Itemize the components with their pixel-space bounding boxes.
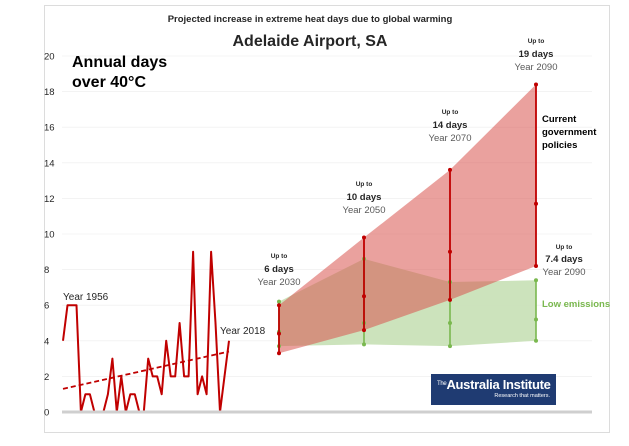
current-policies-point xyxy=(362,294,366,299)
y-tick-label: 14 xyxy=(44,158,55,169)
annotation-2050-year: Year 2050 xyxy=(343,205,386,216)
annotation-2070-days: 14 days xyxy=(433,120,468,131)
y-tick-label: 4 xyxy=(44,336,49,347)
annotation-2070: Up to 14 days Year 2070 xyxy=(429,109,472,144)
current-policies-point xyxy=(277,331,281,336)
annotation-2030-upto: Up to xyxy=(271,253,288,260)
logo-wordmark: TheAustralia Institute xyxy=(437,377,551,392)
australia-institute-logo: TheAustralia Institute Research that mat… xyxy=(431,374,556,405)
projection-bands xyxy=(279,84,536,354)
logo-name: Australia Institute xyxy=(446,377,551,392)
legend-current-policies-line3: policies xyxy=(542,140,577,151)
chart-title: Projected increase in extreme heat days … xyxy=(168,14,453,25)
y-tick-label: 12 xyxy=(44,194,55,205)
y-axis-label-line2: over 40°C xyxy=(72,74,146,91)
projection-range-bars xyxy=(277,82,538,356)
low-emissions-point xyxy=(448,321,452,325)
current-policies-point xyxy=(362,235,366,240)
annotation-2030: Up to 6 days Year 2030 xyxy=(258,253,301,288)
low-emissions-point xyxy=(448,344,452,349)
low-emissions-point xyxy=(277,299,281,304)
label-year-1956: Year 1956 xyxy=(63,292,109,303)
current-policies-point xyxy=(534,82,538,87)
legend-current-policies-line1: Current xyxy=(542,114,577,125)
annotation-2030-days: 6 days xyxy=(264,264,294,275)
current-policies-point xyxy=(448,167,452,172)
annotation-2090-high-upto: Up to xyxy=(528,38,545,45)
low-emissions-point xyxy=(534,338,538,343)
annotation-2090-low-year: Year 2090 xyxy=(543,267,586,278)
low-emissions-point xyxy=(534,317,538,322)
annotation-2090-high: Up to 19 days Year 2090 xyxy=(515,38,558,73)
historical-line xyxy=(62,250,230,413)
current-policies-point xyxy=(534,264,538,269)
annotation-2090-low: Up to 7.4 days Year 2090 xyxy=(543,244,586,278)
low-emissions-point xyxy=(534,278,538,283)
y-tick-label: 18 xyxy=(44,87,55,98)
chart-subtitle: Adelaide Airport, SA xyxy=(233,33,388,50)
y-tick-label: 6 xyxy=(44,301,49,312)
current-policies-band xyxy=(279,84,536,354)
y-axis-label-line1: Annual days xyxy=(72,54,167,71)
annotation-2030-year: Year 2030 xyxy=(258,277,301,288)
current-policies-point xyxy=(277,351,281,356)
logo-the: The xyxy=(437,381,447,387)
legend-current-policies-line2: government xyxy=(542,127,597,138)
annotation-2090-high-year: Year 2090 xyxy=(515,62,558,73)
y-tick-label: 16 xyxy=(44,123,55,134)
historical-series xyxy=(62,250,230,413)
current-policies-point xyxy=(534,201,538,206)
annotation-2090-high-days: 19 days xyxy=(519,49,554,60)
y-tick-label: 10 xyxy=(44,230,55,241)
y-tick-label: 2 xyxy=(44,372,49,383)
annotation-2050-upto: Up to xyxy=(356,181,373,188)
y-axis-ticks: 0 2 4 6 8 10 12 14 16 18 20 xyxy=(44,52,55,419)
annotation-2090-low-upto: Up to xyxy=(556,244,573,251)
current-policies-point xyxy=(277,303,281,308)
legend-current-policies: Current government policies xyxy=(542,114,597,151)
y-tick-label: 20 xyxy=(44,52,55,63)
low-emissions-point xyxy=(362,342,366,347)
label-year-2018: Year 2018 xyxy=(220,326,266,337)
logo-tagline: Research that matters. xyxy=(494,393,550,399)
current-policies-point xyxy=(448,297,452,302)
annotation-2070-upto: Up to xyxy=(442,109,459,116)
annotation-2050: Up to 10 days Year 2050 xyxy=(343,181,386,216)
y-tick-label: 8 xyxy=(44,265,49,276)
y-tick-label: 0 xyxy=(44,408,49,419)
current-policies-point xyxy=(448,249,452,254)
trend-line xyxy=(62,350,230,390)
legend-low-emissions: Low emissions xyxy=(542,299,610,310)
current-policies-point xyxy=(362,328,366,333)
annotation-2090-low-days: 7.4 days xyxy=(545,254,583,265)
annotation-2050-days: 10 days xyxy=(347,192,382,203)
annotation-2070-year: Year 2070 xyxy=(429,133,472,144)
